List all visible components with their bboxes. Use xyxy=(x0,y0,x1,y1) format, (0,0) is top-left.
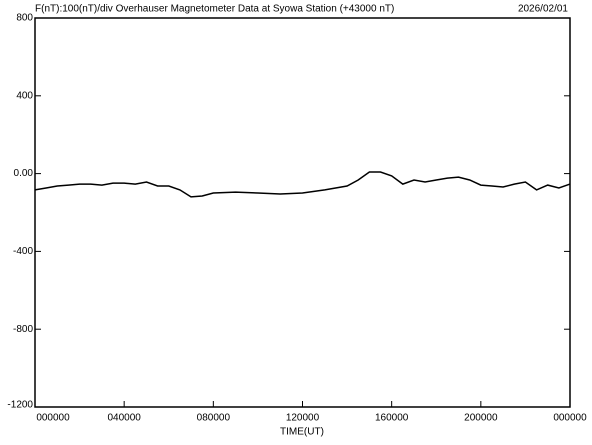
x-axis-label: TIME(UT) xyxy=(280,427,324,438)
y-tick-label: -800 xyxy=(13,324,33,335)
y-tick-label: -400 xyxy=(13,246,33,257)
x-tick-label: 000000 xyxy=(36,413,70,424)
x-tick-label: 000000 xyxy=(553,413,587,424)
y-tick-label: 800 xyxy=(16,13,33,24)
data-line xyxy=(34,171,571,198)
x-tick-label: 120000 xyxy=(286,413,320,424)
y-tick-label: 400 xyxy=(16,90,33,101)
y-tick-label: 0.00 xyxy=(14,168,34,179)
x-tick-label: 160000 xyxy=(375,413,409,424)
x-tick-label: 080000 xyxy=(197,413,231,424)
x-tick-label: 040000 xyxy=(107,413,141,424)
date: 2026/02/01 xyxy=(518,4,568,15)
y-tick-label: -1200 xyxy=(7,400,33,411)
x-tick-label: 200000 xyxy=(464,413,498,424)
chart-title: F(nT):100(nT)/div Overhauser Magnetomete… xyxy=(35,4,394,15)
